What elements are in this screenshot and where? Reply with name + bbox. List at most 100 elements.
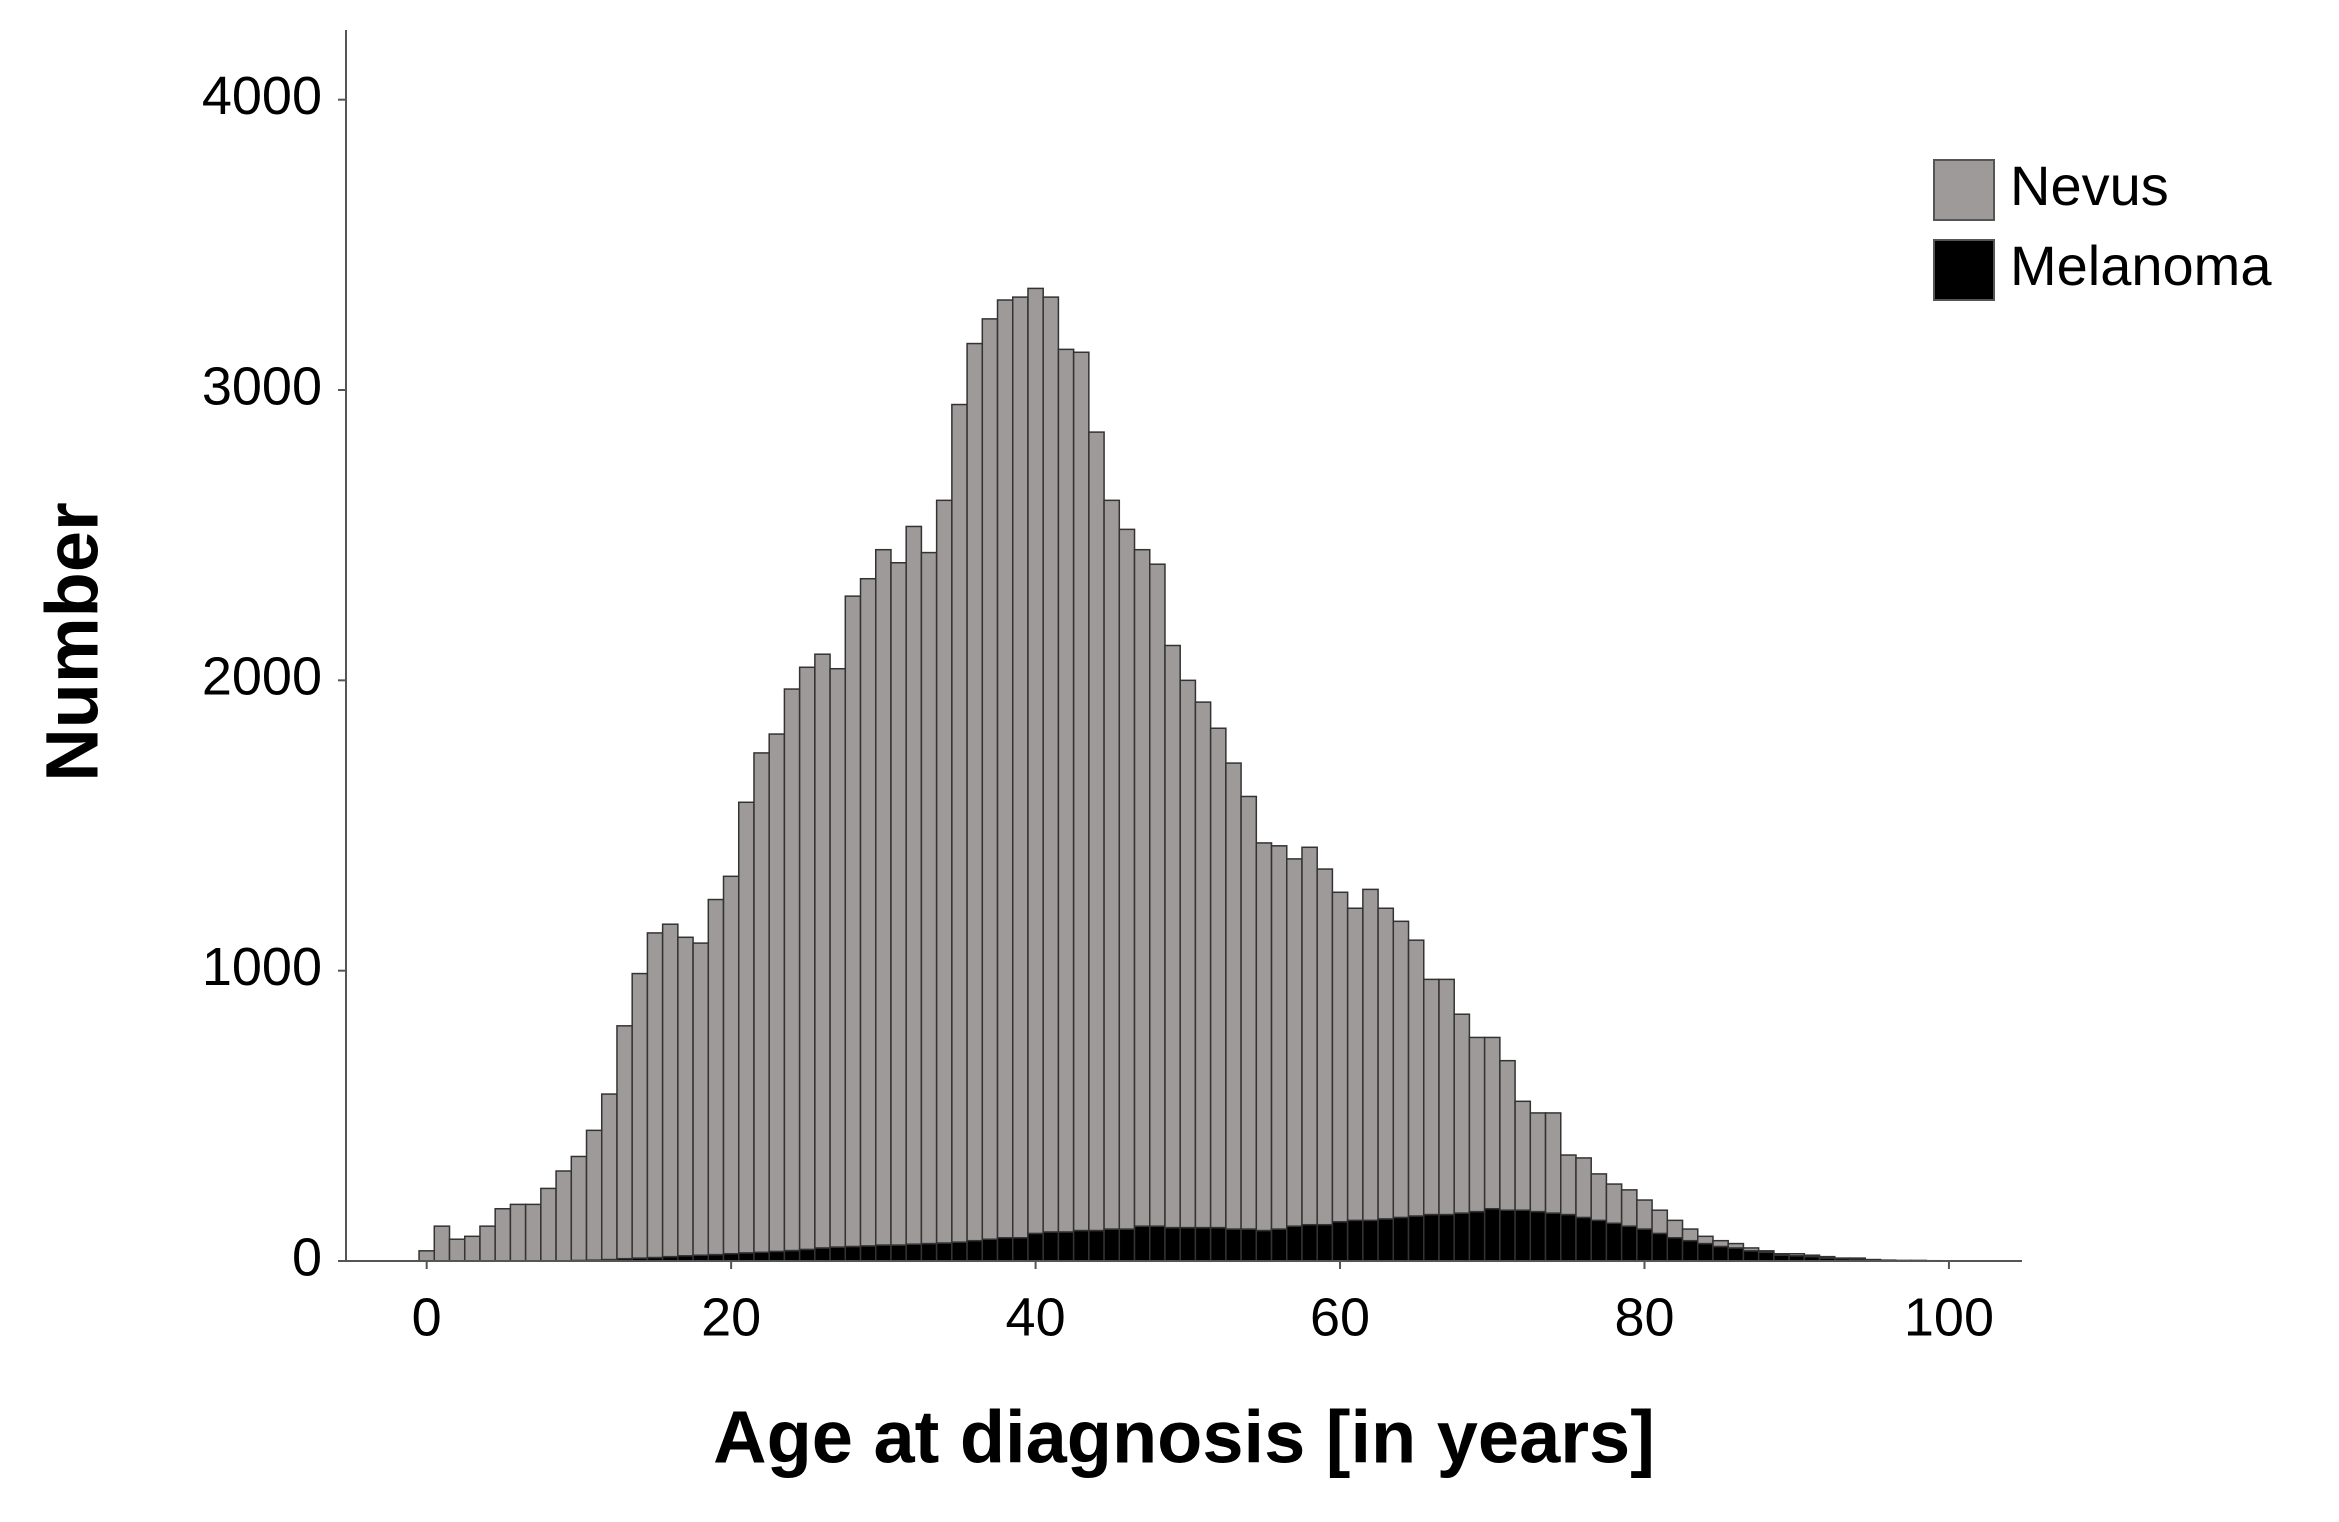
bar bbox=[722, 875, 740, 1255]
bar bbox=[1757, 1251, 1775, 1262]
bar bbox=[844, 1245, 862, 1262]
bar bbox=[1042, 1231, 1060, 1262]
bar bbox=[1103, 1228, 1121, 1262]
bar bbox=[1514, 1100, 1532, 1211]
bar bbox=[1225, 762, 1242, 1230]
bar bbox=[1270, 1228, 1288, 1262]
bar bbox=[1362, 888, 1379, 1222]
bar bbox=[1468, 1036, 1486, 1213]
bar bbox=[1788, 1252, 1806, 1257]
bar bbox=[753, 1251, 770, 1262]
bar bbox=[1666, 1237, 1684, 1262]
bar bbox=[951, 1241, 968, 1262]
legend-swatch bbox=[1933, 159, 1995, 221]
bar bbox=[463, 1235, 481, 1262]
bar bbox=[585, 1129, 603, 1261]
bar bbox=[1818, 1255, 1836, 1259]
bar bbox=[1331, 891, 1349, 1223]
bar bbox=[1377, 1218, 1395, 1262]
bar bbox=[1286, 858, 1303, 1227]
bar bbox=[1133, 548, 1151, 1227]
bar bbox=[1483, 1207, 1501, 1262]
bar bbox=[859, 1245, 877, 1262]
bar bbox=[494, 1207, 512, 1262]
bar bbox=[1590, 1173, 1608, 1222]
bar bbox=[646, 932, 664, 1259]
bar bbox=[707, 898, 725, 1256]
bar bbox=[1301, 1223, 1318, 1262]
bar bbox=[1407, 939, 1425, 1217]
bar bbox=[874, 548, 892, 1246]
bar bbox=[418, 1250, 436, 1262]
bar bbox=[1072, 351, 1090, 1232]
bar bbox=[1453, 1212, 1471, 1262]
bar bbox=[1529, 1210, 1547, 1262]
bar bbox=[935, 1242, 953, 1262]
bar bbox=[1438, 1213, 1455, 1262]
bar bbox=[692, 942, 710, 1256]
bar bbox=[1423, 978, 1440, 1216]
bar bbox=[1255, 842, 1273, 1232]
y-tick-label: 3000 bbox=[202, 356, 322, 416]
bar bbox=[1727, 1242, 1745, 1249]
bar bbox=[1194, 1226, 1212, 1262]
bar bbox=[1742, 1250, 1760, 1262]
bar bbox=[1560, 1213, 1577, 1262]
bar bbox=[677, 936, 694, 1257]
x-tick-label: 20 bbox=[701, 1287, 761, 1347]
bar bbox=[890, 1244, 907, 1262]
bar bbox=[1453, 1013, 1471, 1214]
bar bbox=[1072, 1229, 1090, 1262]
bar bbox=[1118, 1228, 1136, 1262]
bar bbox=[1712, 1239, 1729, 1248]
bar bbox=[951, 403, 968, 1243]
bar bbox=[631, 972, 649, 1259]
bar bbox=[1712, 1245, 1729, 1262]
bar bbox=[1179, 1226, 1197, 1262]
bar bbox=[1362, 1219, 1379, 1262]
bar bbox=[1377, 907, 1395, 1220]
bar bbox=[1651, 1209, 1669, 1235]
bar bbox=[616, 1025, 633, 1260]
bar bbox=[1483, 1036, 1501, 1210]
bar bbox=[1240, 1228, 1258, 1262]
legend-swatch bbox=[1933, 239, 1995, 301]
bar bbox=[540, 1187, 557, 1262]
bar bbox=[1057, 348, 1075, 1233]
bar bbox=[1057, 1231, 1075, 1262]
bar bbox=[1620, 1189, 1638, 1227]
bar bbox=[1560, 1154, 1577, 1216]
x-axis-title: Age at diagnosis [in years] bbox=[713, 1396, 1655, 1479]
bar bbox=[981, 318, 999, 1240]
bar bbox=[920, 551, 938, 1245]
bar bbox=[1331, 1221, 1349, 1262]
y-tick-label: 1000 bbox=[202, 937, 322, 997]
y-axis-title: Number bbox=[31, 502, 114, 782]
bar bbox=[1392, 920, 1410, 1219]
bar bbox=[798, 666, 816, 1251]
bar bbox=[1088, 431, 1105, 1232]
bar bbox=[768, 1250, 786, 1262]
bar bbox=[1209, 1226, 1227, 1262]
bar bbox=[1757, 1250, 1775, 1254]
bar bbox=[1544, 1112, 1562, 1214]
bar bbox=[890, 562, 907, 1246]
bar bbox=[1011, 296, 1029, 1239]
bar bbox=[1423, 1213, 1440, 1262]
bar bbox=[1529, 1112, 1547, 1213]
bar bbox=[859, 577, 877, 1247]
bar bbox=[661, 923, 679, 1258]
bar bbox=[1438, 978, 1455, 1216]
bar bbox=[1194, 701, 1212, 1229]
bar bbox=[1407, 1215, 1425, 1262]
bar bbox=[905, 1243, 923, 1262]
bar bbox=[1118, 528, 1136, 1230]
bar bbox=[1270, 845, 1288, 1230]
bar bbox=[1605, 1183, 1623, 1225]
bar bbox=[814, 653, 831, 1249]
bar bbox=[1301, 846, 1318, 1226]
bar bbox=[1133, 1225, 1151, 1262]
bar bbox=[1651, 1232, 1669, 1262]
bar bbox=[1590, 1219, 1608, 1262]
